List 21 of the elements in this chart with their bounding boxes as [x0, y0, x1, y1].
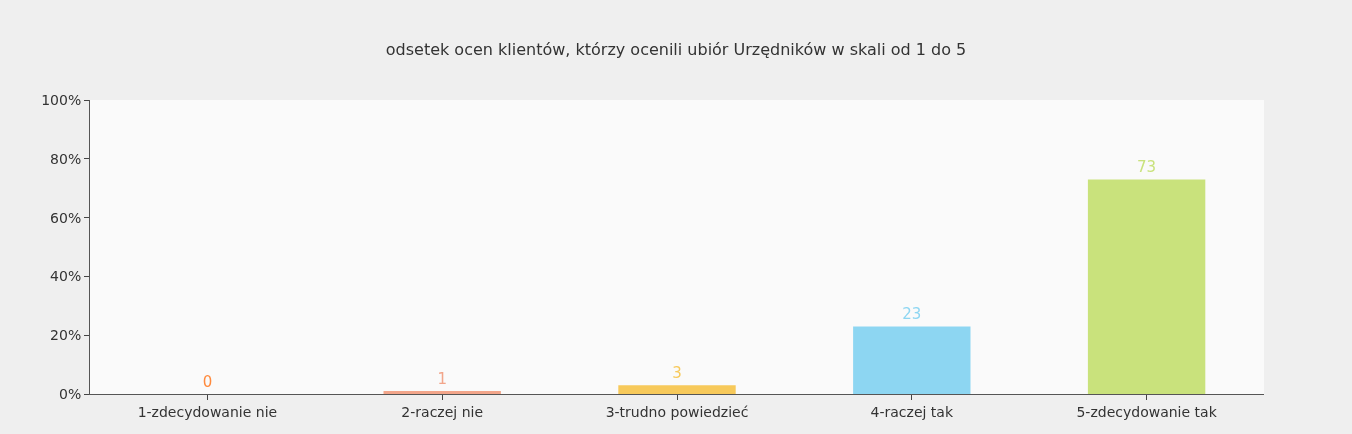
bar [853, 326, 971, 394]
data-label: 3 [672, 364, 682, 383]
bar [383, 391, 501, 394]
y-tick-label: 0% [58, 385, 82, 402]
bar [1087, 179, 1206, 394]
x-tick-label: 4-raczej tak [870, 403, 954, 420]
data-label: 73 [1137, 158, 1157, 177]
y-tick-label: 40% [50, 268, 82, 285]
x-tick-label: 1-zdecydowanie nie [137, 403, 278, 420]
data-label: 23 [902, 305, 922, 324]
x-tick-label: 3-trudno powiedzieć [605, 403, 749, 420]
bar [618, 385, 736, 394]
data-label: 0 [202, 373, 213, 391]
y-tick-label: 60% [50, 209, 82, 226]
y-tick-label: 80% [50, 150, 82, 167]
chart-title: odsetek ocen klientów, którzy ocenili ubiór Urzędników w skali od 1 do 5 [385, 39, 967, 59]
y-tick-label: 20% [50, 327, 82, 344]
x-tick-label: 2-raczej nie [401, 403, 484, 420]
y-tick-label: 100% [41, 91, 82, 108]
data-label: 1 [437, 370, 447, 389]
x-tick-label: 5-zdecydowanie tak [1076, 403, 1218, 420]
